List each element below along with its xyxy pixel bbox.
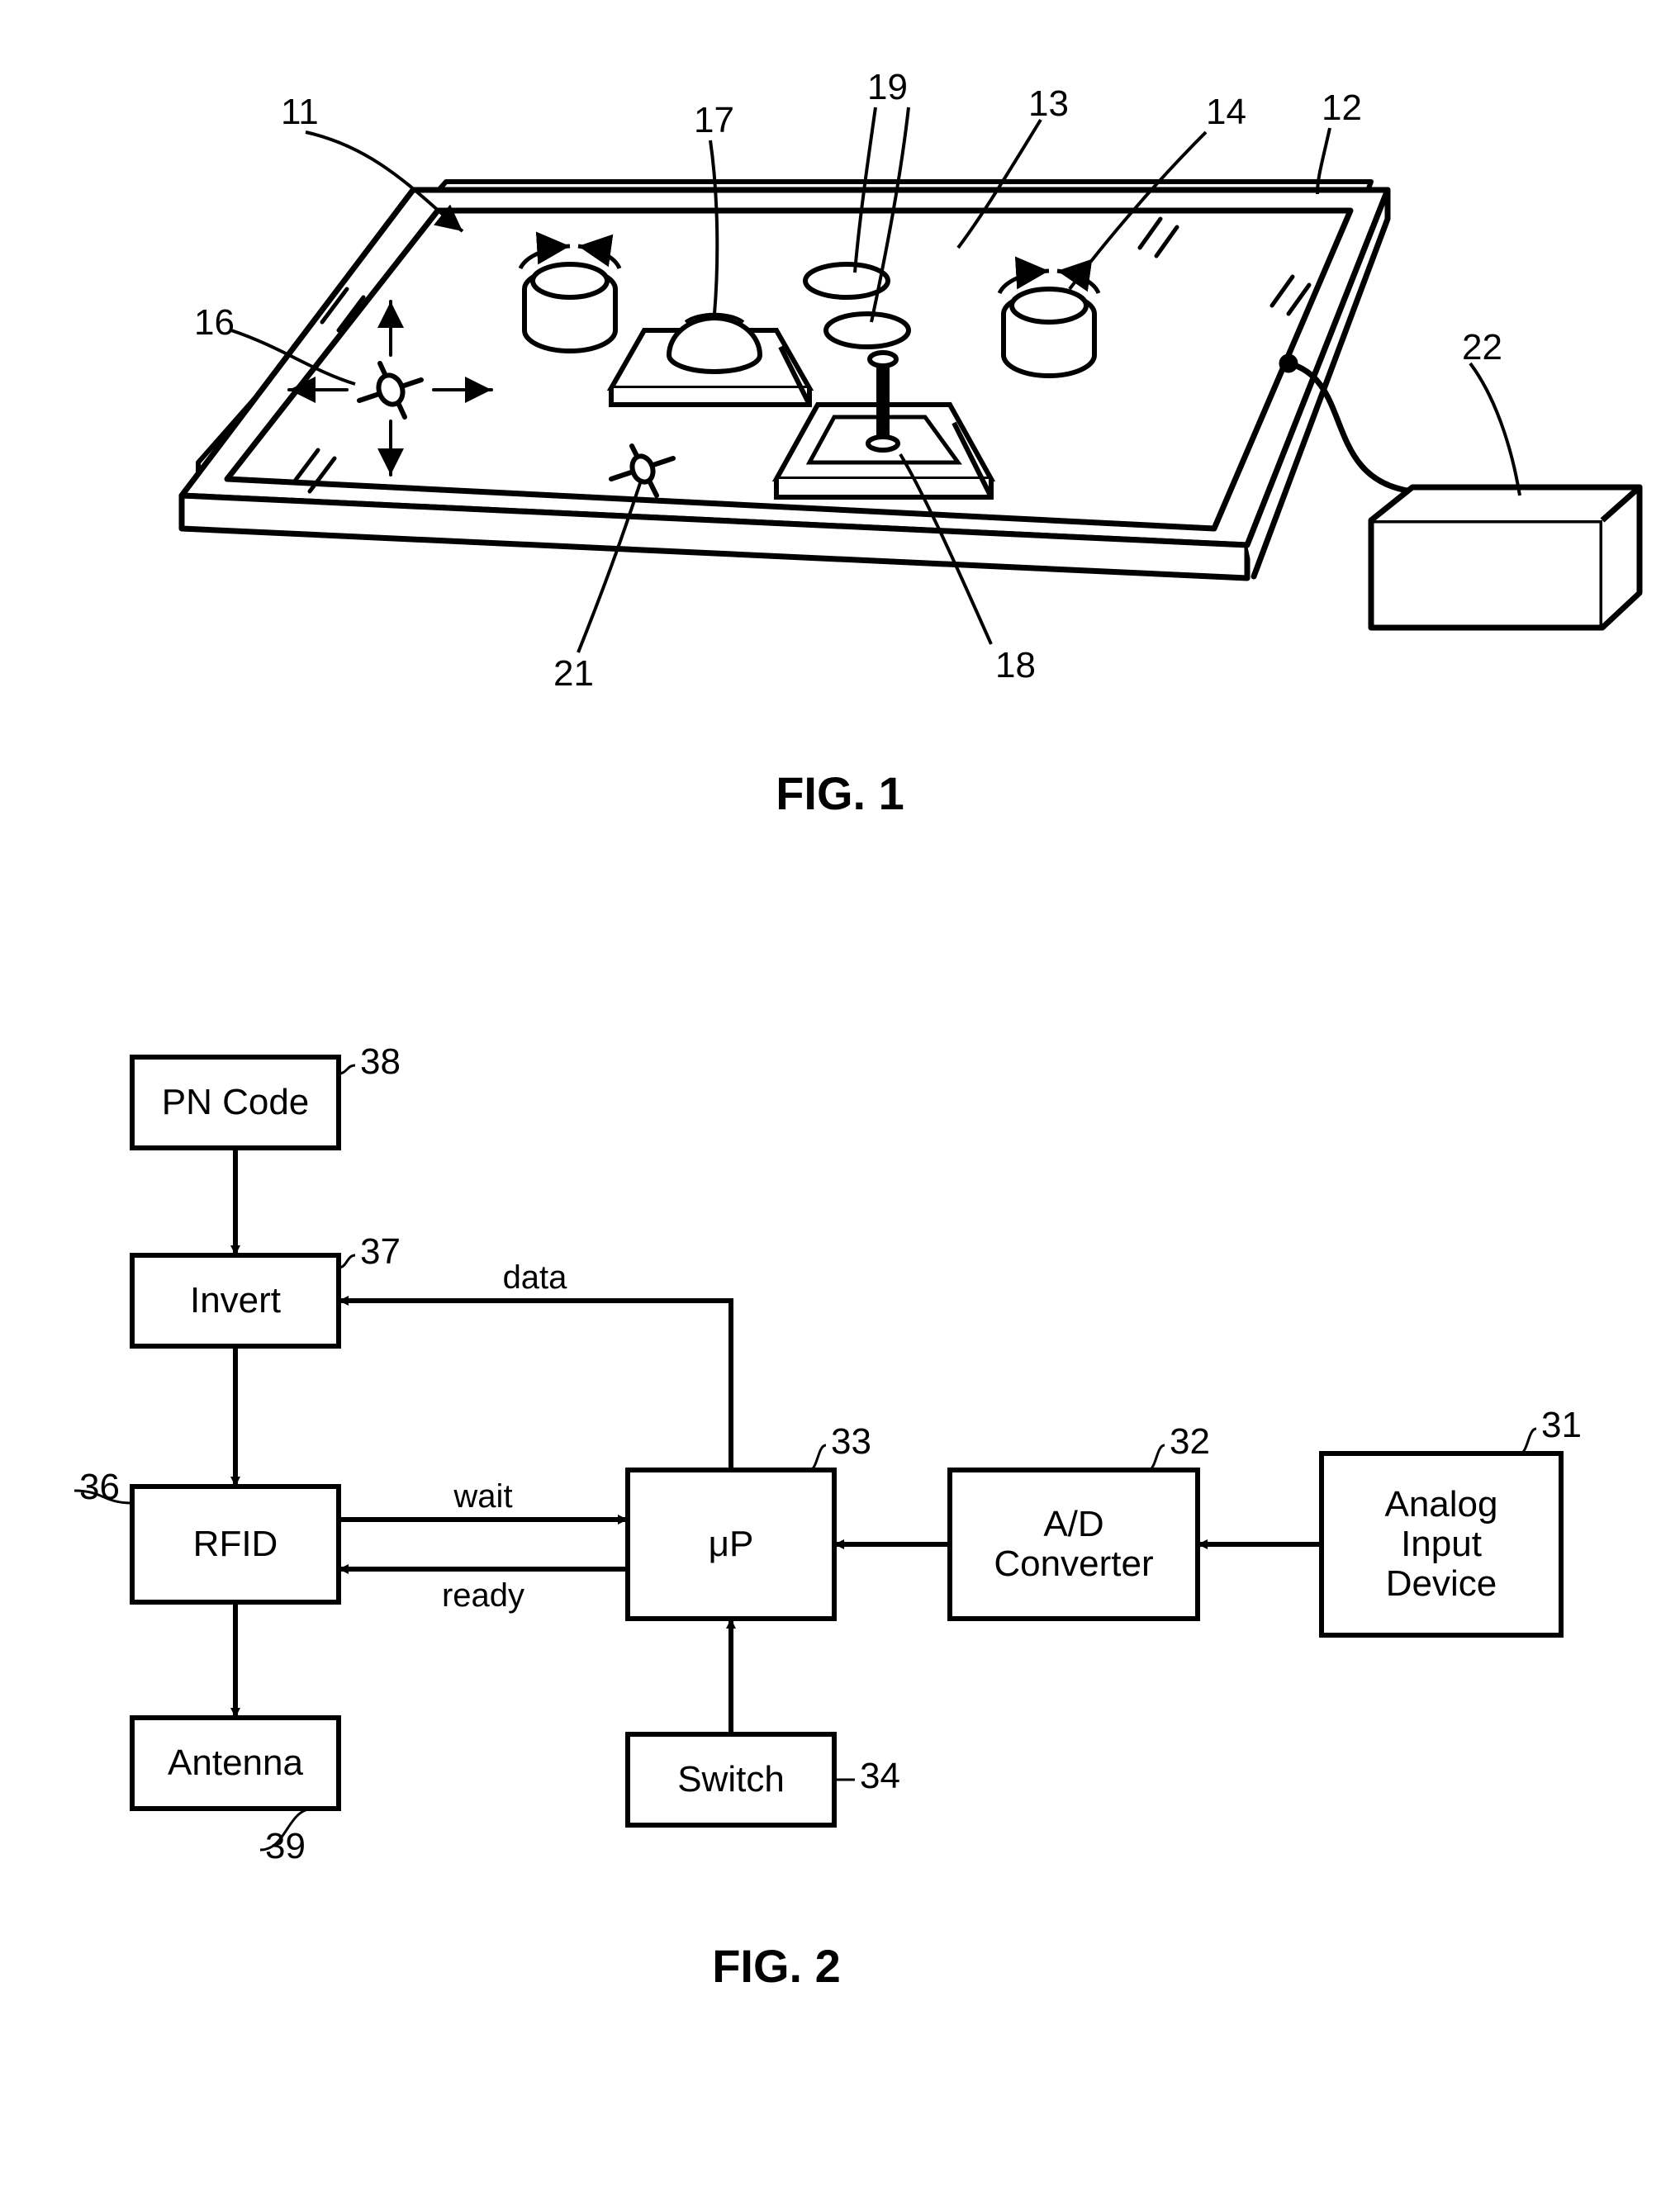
node-analog-label: Input bbox=[1401, 1524, 1482, 1564]
ref-leader-adc bbox=[1148, 1445, 1165, 1470]
ref-adc: 32 bbox=[1170, 1421, 1210, 1462]
node-adc-label: A/D bbox=[1043, 1504, 1103, 1544]
ref-12: 12 bbox=[1322, 88, 1362, 128]
fig2-caption: FIG. 2 bbox=[712, 1940, 841, 1992]
ref-analog: 31 bbox=[1541, 1405, 1582, 1445]
ref-18: 18 bbox=[995, 645, 1036, 685]
figure-2: wait ready data PN Code Invert RFID Antenna μP… bbox=[33, 991, 1647, 2023]
edge-label-4: ready bbox=[442, 1577, 524, 1614]
ref-antenna: 39 bbox=[265, 1826, 306, 1866]
ref-11: 11 bbox=[281, 92, 319, 132]
cable-box bbox=[1282, 357, 1640, 628]
node-rfid-label: RFID bbox=[193, 1524, 278, 1564]
figure-1: 11 16 17 19 13 14 12 21 18 22 FIG. 1 bbox=[33, 33, 1647, 941]
fig1-caption: FIG. 1 bbox=[776, 767, 904, 819]
node-pncode-label: PN Code bbox=[162, 1082, 310, 1122]
fig1-svg: 11 16 17 19 13 14 12 21 18 22 FIG. 1 bbox=[33, 33, 1647, 941]
ref-17: 17 bbox=[694, 100, 734, 140]
node-analog-label: Device bbox=[1386, 1563, 1497, 1604]
edge-label-3: wait bbox=[453, 1478, 512, 1515]
node-invert-label: Invert bbox=[190, 1280, 281, 1321]
ref-invert: 37 bbox=[360, 1231, 401, 1272]
ref-19: 19 bbox=[867, 67, 908, 107]
ref-rfid: 36 bbox=[79, 1467, 120, 1507]
ref-leader-analog bbox=[1520, 1429, 1536, 1453]
fig2-svg: wait ready data PN Code Invert RFID Antenna μP… bbox=[33, 991, 1647, 2023]
ref-leader-up bbox=[809, 1445, 826, 1470]
node-switch-label: Switch bbox=[677, 1759, 785, 1800]
node-adc-label: Converter bbox=[994, 1543, 1153, 1584]
ref-13: 13 bbox=[1028, 83, 1069, 124]
ref-22: 22 bbox=[1462, 327, 1502, 367]
node-up-label: μP bbox=[709, 1524, 754, 1564]
node-analog-label: Analog bbox=[1384, 1484, 1497, 1525]
ref-16: 16 bbox=[194, 302, 235, 343]
ref-switch: 34 bbox=[860, 1756, 900, 1796]
ref-21: 21 bbox=[553, 653, 594, 694]
edge-label-5: data bbox=[503, 1259, 568, 1296]
ref-pncode: 38 bbox=[360, 1041, 401, 1082]
ref-14: 14 bbox=[1206, 92, 1246, 132]
node-antenna-label: Antenna bbox=[168, 1743, 303, 1783]
edge-up-invert bbox=[339, 1301, 731, 1470]
ref-up: 33 bbox=[831, 1421, 871, 1462]
